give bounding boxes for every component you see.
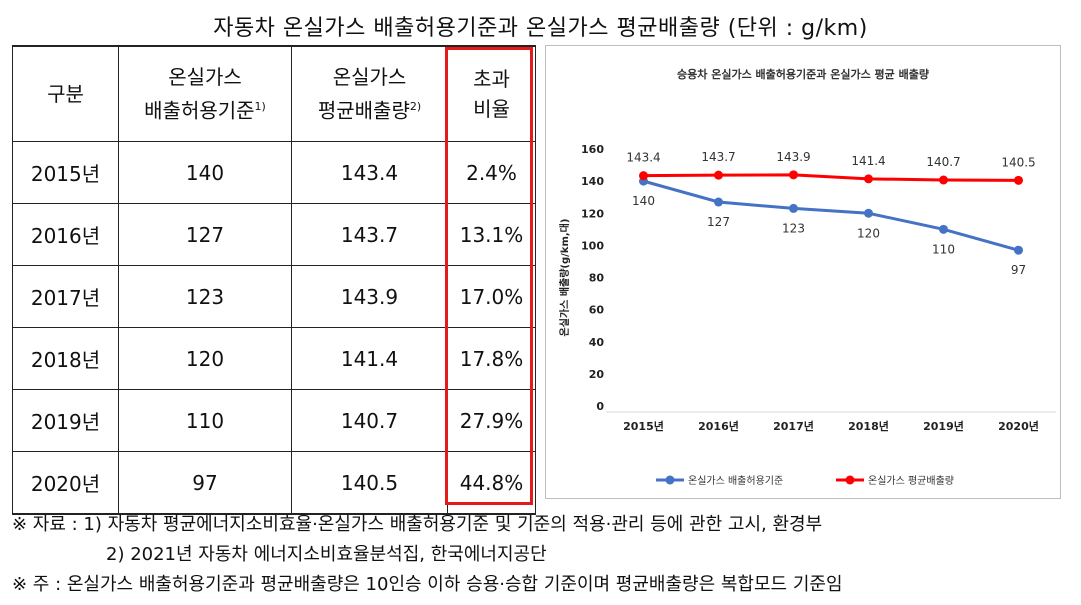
cell-year: 2019년	[12, 389, 119, 452]
data-label: 143.4	[626, 151, 660, 165]
data-label: 120	[857, 226, 880, 240]
header-average: 온실가스 평균배출량2)	[291, 45, 448, 142]
cell-average: 141.4	[291, 327, 448, 390]
cell-ratio: 2.4%	[447, 141, 536, 204]
header-category: 구분	[12, 45, 119, 142]
line-chart: 승용차 온실가스 배출허용기준과 온실가스 평균 배출량 0 20 40 60 80 100…	[558, 67, 1056, 487]
data-point	[714, 197, 723, 207]
header-standard: 온실가스 배출허용기준1)	[118, 45, 292, 142]
cell-standard: 120	[118, 327, 292, 390]
y-tick-label: 120	[581, 207, 604, 220]
y-tick-label: 60	[589, 304, 605, 317]
footnote-note: ※ 주 : 온실가스 배출허용기준과 평균배출량은 10인승 이하 승용·승합 …	[12, 574, 843, 595]
header-ratio-line1: 초과	[473, 67, 510, 91]
data-label: 110	[932, 242, 955, 256]
y-tick-label: 40	[589, 336, 605, 349]
data-point	[939, 175, 948, 185]
table-row: 2017년 123 143.9 17.0%	[12, 265, 536, 328]
x-tick-label: 2020년	[998, 419, 1039, 433]
cell-standard: 97	[118, 451, 292, 515]
header-average-line2: 평균배출량	[317, 98, 410, 123]
cell-ratio: 44.8%	[447, 451, 536, 515]
x-tick-label: 2017년	[773, 419, 814, 433]
legend-marker	[845, 475, 855, 485]
y-tick-label: 160	[581, 143, 604, 156]
x-tick-label: 2018년	[848, 419, 889, 433]
x-tick-label: 2015년	[623, 419, 664, 433]
data-point	[789, 170, 798, 180]
cell-ratio: 17.0%	[447, 265, 536, 328]
data-label: 140	[632, 194, 655, 208]
y-tick-label: 0	[596, 400, 604, 413]
header-average-footnote: 2)	[409, 100, 422, 114]
cell-year: 2017년	[12, 265, 119, 328]
data-point	[1014, 175, 1023, 185]
table-row: 2016년 127 143.7 13.1%	[12, 203, 536, 266]
cell-standard: 127	[118, 203, 292, 266]
data-label: 143.7	[701, 150, 735, 164]
table-row: 2019년 110 140.7 27.9%	[12, 389, 536, 452]
cell-average: 140.7	[291, 389, 448, 452]
cell-average: 143.9	[291, 265, 448, 328]
legend-marker	[665, 475, 675, 485]
cell-average: 140.5	[291, 451, 448, 515]
header-standard-line1: 온실가스	[168, 65, 242, 90]
footnote-source-1: ※ 자료 : 1) 자동차 평균에너지소비효율·온실가스 배출허용기준 및 기준…	[12, 514, 823, 535]
chart-panel: 승용차 온실가스 배출허용기준과 온실가스 평균 배출량 0 20 40 60 80 100…	[545, 45, 1061, 499]
y-axis-label: 온실가스 배출량(g/km,대)	[558, 219, 571, 337]
data-point	[639, 171, 648, 181]
series-line-2	[643, 173, 1019, 182]
table-row: 2020년 97 140.5 44.8%	[12, 451, 536, 515]
cell-year: 2020년	[12, 451, 119, 515]
y-tick-label: 80	[589, 272, 605, 285]
data-label: 143.9	[776, 150, 810, 164]
cell-standard: 140	[118, 141, 292, 204]
data-label: 123	[782, 221, 805, 235]
data-label: 141.4	[851, 154, 885, 168]
cell-ratio: 17.8%	[447, 327, 536, 390]
x-tick-label: 2016년	[698, 419, 739, 433]
table-row: 2018년 120 141.4 17.8%	[12, 327, 536, 390]
y-tick-label: 140	[581, 175, 604, 188]
header-category-label: 구분	[47, 82, 84, 106]
cell-year: 2015년	[12, 141, 119, 204]
data-label: 97	[1011, 263, 1026, 277]
legend-label: 온실가스 평균배출량	[868, 475, 954, 487]
header-ratio-line2: 비율	[473, 97, 510, 121]
data-point	[1014, 245, 1023, 255]
data-label: 140.7	[926, 155, 960, 169]
cell-year: 2016년	[12, 203, 119, 266]
cell-standard: 123	[118, 265, 292, 328]
data-point	[864, 174, 873, 184]
header-ratio: 초과 비율	[447, 45, 536, 142]
table-row: 2015년 140 143.4 2.4%	[12, 141, 536, 204]
data-label: 127	[707, 215, 730, 229]
y-tick-label: 20	[589, 368, 605, 381]
data-point	[789, 203, 798, 213]
header-average-line1: 온실가스	[332, 65, 407, 90]
header-standard-footnote: 1)	[254, 100, 266, 114]
legend-label: 온실가스 배출허용기준	[688, 475, 783, 487]
footnotes: ※ 자료 : 1) 자동차 평균에너지소비효율·온실가스 배출허용기준 및 기준…	[12, 510, 843, 600]
page-title: 자동차 온실가스 배출허용기준과 온실가스 평균배출량 (단위 : g/km)	[213, 16, 868, 41]
data-point	[864, 208, 873, 218]
table-header-row: 구분 온실가스 배출허용기준1) 온실가스 평균배출량2) 초과 비율	[12, 45, 536, 142]
x-tick-label: 2019년	[923, 419, 964, 433]
cell-standard: 110	[118, 389, 292, 452]
data-label: 140.5	[1001, 155, 1035, 169]
series-line-1	[643, 179, 1019, 252]
chart-title: 승용차 온실가스 배출허용기준과 온실가스 평균 배출량	[677, 67, 929, 81]
footnote-source-2: 2) 2021년 자동차 에너지소비효율분석집, 한국에너지공단	[106, 544, 547, 565]
cell-year: 2018년	[12, 327, 119, 390]
cell-ratio: 13.1%	[447, 203, 536, 266]
data-point	[939, 224, 948, 234]
y-tick-label: 100	[581, 239, 604, 252]
header-standard-line2: 배출허용기준	[144, 98, 255, 123]
emission-table: 구분 온실가스 배출허용기준1) 온실가스 평균배출량2) 초과 비율 2015…	[12, 45, 536, 515]
data-point	[714, 170, 723, 180]
cell-average: 143.4	[291, 141, 448, 204]
cell-average: 143.7	[291, 203, 448, 266]
cell-ratio: 27.9%	[447, 389, 536, 452]
